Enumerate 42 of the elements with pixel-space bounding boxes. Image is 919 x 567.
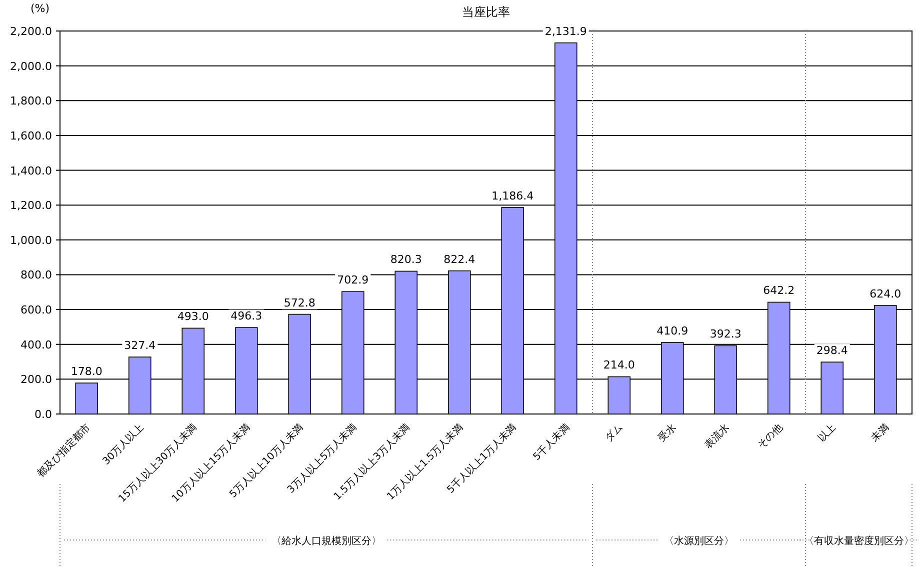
chart-title: 当座比率 (462, 5, 510, 19)
y-tick-label: 1,400.0 (10, 164, 52, 178)
x-tick-label: 30万人以上 (100, 422, 146, 468)
text: 〈給水人口規模別区分〉 (271, 535, 382, 547)
data-label: 298.4 (816, 344, 848, 358)
data-label: 214.0 (603, 358, 635, 372)
data-label: 493.0 (177, 310, 209, 324)
data-label: 178.0 (70, 365, 102, 378)
x-tick-label: 受水 (656, 422, 678, 444)
data-label: 642.2 (763, 284, 795, 298)
y-tick-label: 1,600.0 (10, 129, 52, 142)
data-label: 572.8 (284, 296, 316, 310)
x-tick-label: 未満 (868, 422, 892, 444)
x-tick-label: 5千人未満 (530, 422, 572, 463)
y-axis-title: (%) (30, 2, 50, 15)
data-label: 820.3 (390, 253, 422, 266)
x-tick-label: 表流水 (702, 422, 732, 452)
data-label: 2,131.9 (544, 24, 587, 38)
y-tick-label: 400.0 (20, 338, 52, 352)
y-tick-label: 200.0 (20, 373, 52, 386)
x-tick-label: その他 (755, 422, 785, 452)
y-tick-label: 1,800.0 (10, 94, 52, 108)
data-label: 410.9 (656, 324, 688, 338)
data-label: 392.3 (710, 328, 742, 341)
y-tick-label: 1,200.0 (10, 199, 52, 212)
text: 〈水源別区分〉 (664, 535, 734, 547)
data-label: 496.3 (230, 310, 262, 323)
x-tick-label: 以上 (816, 422, 838, 444)
text: 〈有収水量密度別区分〉 (804, 535, 914, 547)
data-label: 624.0 (870, 287, 902, 300)
data-label: 822.4 (444, 252, 476, 266)
y-tick-label: 0.0 (34, 408, 52, 421)
y-tick-label: 2,000.0 (10, 60, 52, 73)
y-tick-label: 2,200.0 (10, 25, 52, 38)
data-label: 1,186.4 (492, 189, 534, 202)
x-tick-label: ダム (602, 422, 626, 444)
y-tick-label: 1,000.0 (10, 234, 52, 247)
data-label: 702.9 (337, 274, 369, 287)
data-label: 327.4 (124, 339, 156, 352)
x-tick-label: 都及び指定都市 (34, 422, 93, 480)
y-tick-label: 800.0 (20, 268, 52, 282)
y-tick-label: 600.0 (20, 304, 52, 317)
